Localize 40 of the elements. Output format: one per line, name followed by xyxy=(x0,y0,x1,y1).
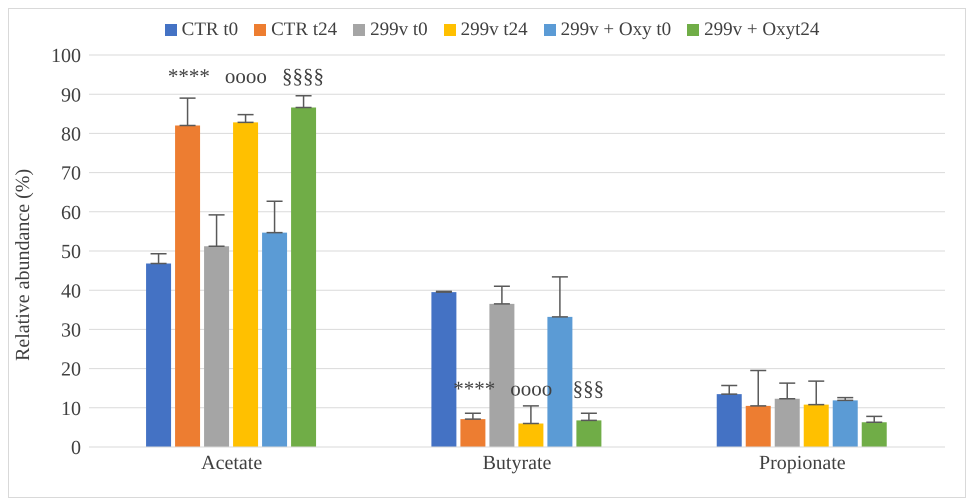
bar xyxy=(576,420,602,447)
y-tick-label: 40 xyxy=(61,280,81,302)
annotation: **** xyxy=(168,64,210,88)
legend-label: 299v + Oxy t0 xyxy=(560,19,672,41)
y-tick-label: 10 xyxy=(61,398,81,420)
y-tick-label: 70 xyxy=(61,162,81,185)
annotation: §§§ xyxy=(572,376,604,401)
bar xyxy=(204,246,230,447)
bar xyxy=(146,264,172,447)
bar xyxy=(460,419,486,447)
legend-label: CTR t24 xyxy=(270,19,338,41)
annotation: oooo xyxy=(224,64,267,88)
bar xyxy=(291,108,316,447)
x-tick-label: Butyrate xyxy=(482,452,552,474)
bar xyxy=(518,423,544,447)
y-tick-label: 50 xyxy=(61,241,81,264)
legend-label: 299v t0 xyxy=(369,19,428,41)
bar xyxy=(746,406,771,447)
bar xyxy=(262,232,288,447)
y-tick-label: 30 xyxy=(61,320,81,342)
y-tick-label: 90 xyxy=(61,84,81,106)
bar xyxy=(774,398,800,447)
y-axis-title: Relative abundance (%) xyxy=(12,168,34,361)
y-tick-label: 0 xyxy=(71,437,81,460)
bar xyxy=(716,394,742,447)
x-tick-label: Propionate xyxy=(759,452,846,474)
annotation: §§§§ xyxy=(282,64,324,88)
y-tick-label: 100 xyxy=(51,45,81,68)
bar xyxy=(804,404,829,447)
bar xyxy=(832,400,858,447)
y-tick-label: 60 xyxy=(61,202,81,224)
bar xyxy=(233,122,258,447)
legend-label: 299v t24 xyxy=(460,19,528,41)
y-tick-label: 20 xyxy=(61,358,81,381)
legend-label: 299v + Oxyt24 xyxy=(703,19,820,41)
bar xyxy=(175,126,200,447)
bar xyxy=(862,422,887,447)
y-tick-label: 80 xyxy=(61,124,81,146)
legend-label: CTR t0 xyxy=(180,19,238,41)
x-tick-label: Acetate xyxy=(201,452,262,474)
